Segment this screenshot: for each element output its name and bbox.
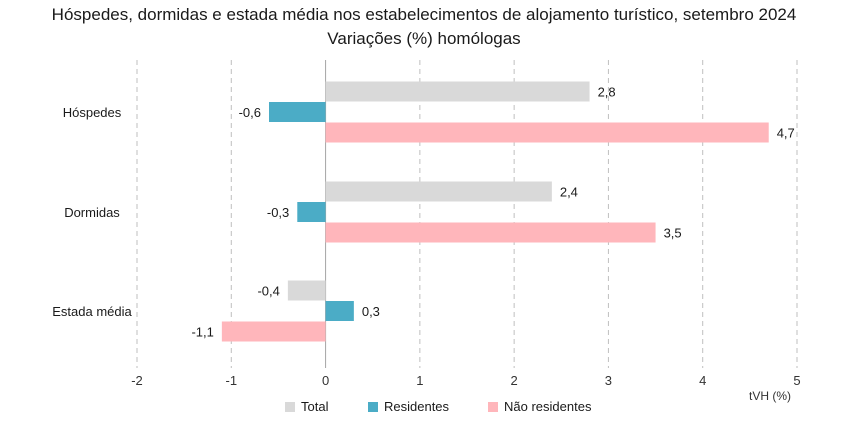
bar	[325, 181, 552, 202]
x-tick-label: 4	[699, 373, 706, 388]
bar	[297, 202, 326, 222]
legend-swatch	[488, 402, 498, 412]
legend-label: Total	[301, 399, 329, 414]
data-label: -0,4	[257, 284, 279, 299]
x-tick-label: 1	[416, 373, 423, 388]
data-label: 4,7	[777, 126, 795, 141]
category-label: Estada média	[52, 304, 132, 319]
data-label: -0,6	[239, 105, 261, 120]
chart-title: Hóspedes, dormidas e estada média nos es…	[52, 5, 797, 24]
legend-label: Não residentes	[504, 399, 592, 414]
x-tick-label: 5	[793, 373, 800, 388]
category-label: Hóspedes	[63, 105, 122, 120]
legend-label: Residentes	[384, 399, 450, 414]
bar	[325, 301, 354, 321]
x-axis-label: tVH (%)	[749, 389, 791, 403]
legend-swatch	[368, 402, 378, 412]
x-tick-label: 2	[511, 373, 518, 388]
x-tick-label: 0	[322, 373, 329, 388]
bar	[287, 280, 326, 301]
bar	[325, 81, 590, 102]
data-label: -1,1	[191, 325, 213, 340]
category-label: Dormidas	[64, 205, 120, 220]
legend: Total Residentes Não residentes	[285, 399, 592, 414]
bar	[221, 321, 326, 342]
category-labels: Hóspedes Dormidas Estada média	[52, 105, 132, 319]
data-label: 0,3	[362, 304, 380, 319]
data-label: -0,3	[267, 205, 289, 220]
data-label: 3,5	[664, 226, 682, 241]
data-label: 2,8	[598, 85, 616, 100]
x-tick-label: -2	[131, 373, 143, 388]
chart-subtitle: Variações (%) homólogas	[327, 29, 520, 48]
bar	[325, 122, 769, 143]
data-label: 2,4	[560, 185, 578, 200]
legend-swatch	[285, 402, 295, 412]
data-labels: 2,8 2,4 -0,4 -0,6 -0,3 0,3 4,7 3,5 -1,1	[191, 85, 794, 340]
bars	[221, 81, 769, 342]
x-tick-label: 3	[605, 373, 612, 388]
x-tick-label: -1	[226, 373, 238, 388]
x-tick-labels: -2 -1 0 1 2 3 4 5	[131, 373, 800, 388]
bar	[269, 102, 326, 122]
bar	[325, 222, 656, 243]
